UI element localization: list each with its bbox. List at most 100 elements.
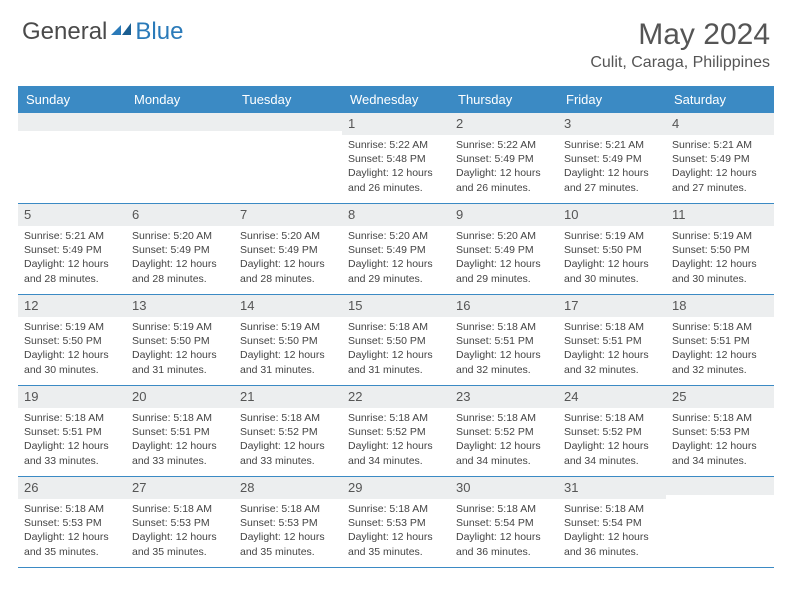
- cell-body: Sunrise: 5:18 AMSunset: 5:53 PMDaylight:…: [342, 499, 450, 565]
- cell-body: Sunrise: 5:18 AMSunset: 5:53 PMDaylight:…: [666, 408, 774, 474]
- daylight-line: Daylight: 12 hours and 34 minutes.: [564, 439, 660, 467]
- daylight-line: Daylight: 12 hours and 26 minutes.: [348, 166, 444, 194]
- sunset-line: Sunset: 5:52 PM: [456, 425, 552, 439]
- daylight-line: Daylight: 12 hours and 29 minutes.: [456, 257, 552, 285]
- calendar-cell: 26Sunrise: 5:18 AMSunset: 5:53 PMDayligh…: [18, 477, 126, 567]
- calendar-cell: 3Sunrise: 5:21 AMSunset: 5:49 PMDaylight…: [558, 113, 666, 203]
- day-header: Thursday: [450, 86, 558, 113]
- month-title: May 2024: [590, 18, 770, 52]
- day-number: 15: [342, 295, 450, 317]
- calendar-cell: 23Sunrise: 5:18 AMSunset: 5:52 PMDayligh…: [450, 386, 558, 476]
- sunset-line: Sunset: 5:49 PM: [24, 243, 120, 257]
- cell-body: Sunrise: 5:19 AMSunset: 5:50 PMDaylight:…: [666, 226, 774, 292]
- day-number: [666, 477, 774, 495]
- cell-body: Sunrise: 5:21 AMSunset: 5:49 PMDaylight:…: [18, 226, 126, 292]
- calendar-cell: 22Sunrise: 5:18 AMSunset: 5:52 PMDayligh…: [342, 386, 450, 476]
- day-header: Wednesday: [342, 86, 450, 113]
- day-number: 23: [450, 386, 558, 408]
- calendar-cell: 5Sunrise: 5:21 AMSunset: 5:49 PMDaylight…: [18, 204, 126, 294]
- calendar-cell: 21Sunrise: 5:18 AMSunset: 5:52 PMDayligh…: [234, 386, 342, 476]
- calendar-cell: 11Sunrise: 5:19 AMSunset: 5:50 PMDayligh…: [666, 204, 774, 294]
- cell-body: Sunrise: 5:18 AMSunset: 5:52 PMDaylight:…: [342, 408, 450, 474]
- cell-body: Sunrise: 5:21 AMSunset: 5:49 PMDaylight:…: [558, 135, 666, 201]
- daylight-line: Daylight: 12 hours and 31 minutes.: [132, 348, 228, 376]
- cell-body: Sunrise: 5:19 AMSunset: 5:50 PMDaylight:…: [18, 317, 126, 383]
- daylight-line: Daylight: 12 hours and 28 minutes.: [24, 257, 120, 285]
- sunset-line: Sunset: 5:53 PM: [132, 516, 228, 530]
- daylight-line: Daylight: 12 hours and 35 minutes.: [348, 530, 444, 558]
- cell-body: Sunrise: 5:19 AMSunset: 5:50 PMDaylight:…: [558, 226, 666, 292]
- daylight-line: Daylight: 12 hours and 35 minutes.: [132, 530, 228, 558]
- sunset-line: Sunset: 5:49 PM: [240, 243, 336, 257]
- sunset-line: Sunset: 5:54 PM: [564, 516, 660, 530]
- sunrise-line: Sunrise: 5:18 AM: [672, 411, 768, 425]
- calendar-cell: 15Sunrise: 5:18 AMSunset: 5:50 PMDayligh…: [342, 295, 450, 385]
- daylight-line: Daylight: 12 hours and 34 minutes.: [348, 439, 444, 467]
- sunrise-line: Sunrise: 5:18 AM: [240, 411, 336, 425]
- sunrise-line: Sunrise: 5:18 AM: [672, 320, 768, 334]
- day-number: 25: [666, 386, 774, 408]
- sunrise-line: Sunrise: 5:20 AM: [240, 229, 336, 243]
- sunrise-line: Sunrise: 5:18 AM: [240, 502, 336, 516]
- day-number: 6: [126, 204, 234, 226]
- daylight-line: Daylight: 12 hours and 35 minutes.: [24, 530, 120, 558]
- calendar-cell: 9Sunrise: 5:20 AMSunset: 5:49 PMDaylight…: [450, 204, 558, 294]
- calendar-cell: 27 Sunrise: 5:18 AMSunset: 5:53 PMDayligh…: [126, 477, 234, 567]
- day-header: Monday: [126, 86, 234, 113]
- day-header: Sunday: [18, 86, 126, 113]
- daylight-line: Daylight: 12 hours and 30 minutes.: [24, 348, 120, 376]
- day-number: 22: [342, 386, 450, 408]
- cell-body: Sunrise: 5:18 AMSunset: 5:52 PMDaylight:…: [450, 408, 558, 474]
- calendar-cell: 7Sunrise: 5:20 AMSunset: 5:49 PMDaylight…: [234, 204, 342, 294]
- day-number: 17: [558, 295, 666, 317]
- calendar-cell: 24Sunrise: 5:18 AMSunset: 5:52 PMDayligh…: [558, 386, 666, 476]
- calendar-cell: 14Sunrise: 5:19 AMSunset: 5:50 PMDayligh…: [234, 295, 342, 385]
- daylight-line: Daylight: 12 hours and 27 minutes.: [564, 166, 660, 194]
- sunrise-line: Sunrise: 5:19 AM: [564, 229, 660, 243]
- day-number: 21: [234, 386, 342, 408]
- day-number: 20: [126, 386, 234, 408]
- sunrise-line: Sunrise: 5:21 AM: [24, 229, 120, 243]
- day-number: 24: [558, 386, 666, 408]
- calendar-cell: 28Sunrise: 5:18 AMSunset: 5:53 PMDayligh…: [234, 477, 342, 567]
- daylight-line: Daylight: 12 hours and 34 minutes.: [672, 439, 768, 467]
- calendar-cell: 31Sunrise: 5:18 AMSunset: 5:54 PMDayligh…: [558, 477, 666, 567]
- day-number: 27: [126, 477, 234, 499]
- calendar-cell: 10Sunrise: 5:19 AMSunset: 5:50 PMDayligh…: [558, 204, 666, 294]
- sunset-line: Sunset: 5:49 PM: [348, 243, 444, 257]
- daylight-line: Daylight: 12 hours and 32 minutes.: [672, 348, 768, 376]
- sunset-line: Sunset: 5:49 PM: [132, 243, 228, 257]
- cell-body: Sunrise: 5:18 AMSunset: 5:51 PMDaylight:…: [18, 408, 126, 474]
- day-number: 26: [18, 477, 126, 499]
- calendar-cell: 30Sunrise: 5:18 AMSunset: 5:54 PMDayligh…: [450, 477, 558, 567]
- daylight-line: Daylight: 12 hours and 30 minutes.: [564, 257, 660, 285]
- daylight-line: Daylight: 12 hours and 36 minutes.: [456, 530, 552, 558]
- sunrise-line: Sunrise: 5:19 AM: [24, 320, 120, 334]
- sunrise-line: Sunrise: 5:19 AM: [132, 320, 228, 334]
- cell-body: Sunrise: 5:20 AMSunset: 5:49 PMDaylight:…: [234, 226, 342, 292]
- sunrise-line: Sunrise: 5:18 AM: [564, 320, 660, 334]
- cell-body: [18, 131, 126, 140]
- week-row: 19Sunrise: 5:18 AMSunset: 5:51 PMDayligh…: [18, 386, 774, 477]
- calendar-cell: 17Sunrise: 5:18 AMSunset: 5:51 PMDayligh…: [558, 295, 666, 385]
- logo-icon: [111, 21, 133, 44]
- cell-body: Sunrise: 5:18 AMSunset: 5:51 PMDaylight:…: [126, 408, 234, 474]
- sunset-line: Sunset: 5:52 PM: [348, 425, 444, 439]
- day-number: 2: [450, 113, 558, 135]
- sunset-line: Sunset: 5:51 PM: [672, 334, 768, 348]
- day-number: 18: [666, 295, 774, 317]
- sunrise-line: Sunrise: 5:18 AM: [132, 502, 228, 516]
- calendar-cell: 20Sunrise: 5:18 AMSunset: 5:51 PMDayligh…: [126, 386, 234, 476]
- calendar-cell: 13Sunrise: 5:19 AMSunset: 5:50 PMDayligh…: [126, 295, 234, 385]
- cell-body: Sunrise: 5:20 AMSunset: 5:49 PMDaylight:…: [126, 226, 234, 292]
- cell-body: Sunrise: 5:18 AMSunset: 5:50 PMDaylight:…: [342, 317, 450, 383]
- sunset-line: Sunset: 5:50 PM: [24, 334, 120, 348]
- sunrise-line: Sunrise: 5:18 AM: [24, 502, 120, 516]
- sunrise-line: Sunrise: 5:18 AM: [348, 411, 444, 425]
- sunrise-line: Sunrise: 5:18 AM: [456, 502, 552, 516]
- day-number: 10: [558, 204, 666, 226]
- sunset-line: Sunset: 5:50 PM: [240, 334, 336, 348]
- cell-body: Sunrise: 5:20 AMSunset: 5:49 PMDaylight:…: [450, 226, 558, 292]
- day-number: [234, 113, 342, 131]
- cell-body: Sunrise: 5:19 AMSunset: 5:50 PMDaylight:…: [126, 317, 234, 383]
